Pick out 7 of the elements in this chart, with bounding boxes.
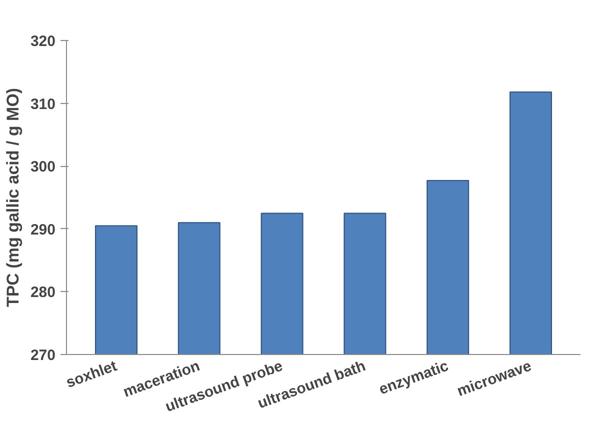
y-tick-label: 270 (30, 347, 56, 364)
y-tick-label: 290 (30, 221, 56, 238)
y-tick-label: 310 (30, 96, 56, 113)
y-tick-label: 280 (30, 284, 56, 302)
y-tick-label: 320 (30, 33, 56, 50)
y-tick-label: 300 (30, 158, 56, 176)
y-axis-title: TPC (mg gallic acid / g MO) (3, 88, 22, 308)
